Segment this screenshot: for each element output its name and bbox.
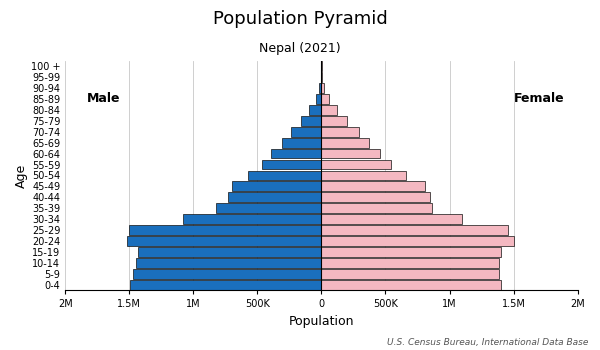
- Bar: [322, 138, 369, 148]
- Bar: [319, 83, 322, 93]
- Bar: [232, 182, 322, 191]
- Bar: [322, 170, 406, 180]
- Bar: [322, 193, 430, 202]
- Bar: [322, 105, 337, 115]
- Bar: [130, 280, 322, 290]
- Bar: [228, 193, 322, 202]
- Bar: [322, 182, 425, 191]
- Bar: [281, 138, 322, 148]
- Text: Male: Male: [87, 92, 121, 105]
- Bar: [290, 127, 322, 136]
- X-axis label: Population: Population: [289, 315, 354, 328]
- Bar: [316, 94, 322, 104]
- Bar: [133, 269, 322, 279]
- Bar: [322, 225, 508, 235]
- Text: U.S. Census Bureau, International Data Base: U.S. Census Bureau, International Data B…: [386, 337, 588, 346]
- Bar: [322, 94, 329, 104]
- Text: Nepal (2021): Nepal (2021): [259, 42, 341, 55]
- Bar: [321, 72, 322, 82]
- Bar: [322, 127, 359, 136]
- Bar: [217, 203, 322, 213]
- Y-axis label: Age: Age: [15, 163, 28, 188]
- Bar: [322, 203, 431, 213]
- Bar: [322, 280, 501, 290]
- Bar: [138, 247, 322, 257]
- Bar: [183, 214, 322, 224]
- Bar: [129, 225, 322, 235]
- Bar: [322, 269, 499, 279]
- Bar: [248, 170, 322, 180]
- Bar: [136, 258, 322, 268]
- Bar: [322, 149, 380, 159]
- Bar: [322, 214, 463, 224]
- Bar: [301, 116, 322, 126]
- Bar: [322, 83, 325, 93]
- Text: Female: Female: [514, 92, 565, 105]
- Text: Population Pyramid: Population Pyramid: [212, 10, 388, 28]
- Bar: [322, 160, 391, 169]
- Bar: [322, 247, 501, 257]
- Bar: [127, 236, 322, 246]
- Bar: [322, 258, 499, 268]
- Bar: [322, 236, 514, 246]
- Bar: [309, 105, 322, 115]
- Bar: [271, 149, 322, 159]
- Bar: [262, 160, 322, 169]
- Bar: [322, 116, 347, 126]
